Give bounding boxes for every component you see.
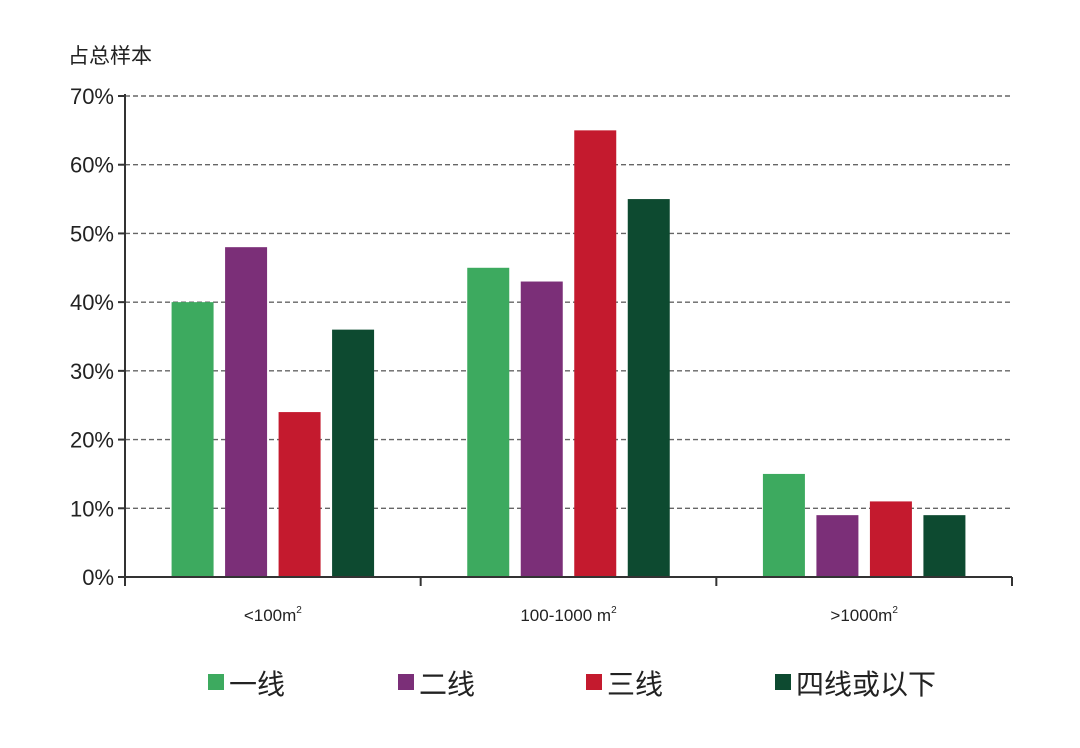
y-tick-label: 70% [70, 84, 114, 109]
legend-swatch [208, 674, 224, 690]
bar [574, 130, 617, 577]
bar [278, 412, 321, 577]
bar [171, 302, 214, 577]
bar [627, 199, 670, 578]
y-tick-label: 30% [70, 359, 114, 384]
gridlines [125, 95, 1012, 509]
y-tick-label: 0% [82, 565, 114, 590]
legend-swatch [398, 674, 414, 690]
y-tick-label: 60% [70, 153, 114, 178]
bars [171, 130, 966, 578]
legend-label: 一线 [229, 668, 285, 701]
bar [520, 281, 563, 577]
bar [467, 267, 510, 577]
legend-label: 二线 [419, 668, 475, 701]
bar [762, 473, 805, 577]
bar [869, 501, 912, 577]
legend: 一线 二线 三线 四线或以下 [208, 668, 936, 701]
y-tick-label: 10% [70, 496, 114, 521]
y-axis-label: 占总样本 [68, 44, 152, 68]
legend-swatch [775, 674, 791, 690]
bar [225, 247, 268, 577]
x-tick-label: 100-1000 m2 [520, 605, 617, 625]
bar [332, 329, 375, 577]
bar [816, 515, 859, 577]
bar [923, 515, 966, 577]
x-tick-label: <100m2 [244, 605, 302, 625]
x-tick-label: >1000m2 [830, 605, 898, 625]
y-tick-label: 40% [70, 290, 114, 315]
legend-swatch [586, 674, 602, 690]
y-tick-label: 20% [70, 428, 114, 453]
y-tick-label: 50% [70, 221, 114, 246]
axes: 0% 10% 20% 30% 40% 50% 60% 70% <100m2 100-1000 m2… [70, 84, 1013, 625]
legend-label: 四线或以下 [796, 668, 936, 701]
legend-label: 三线 [607, 668, 663, 701]
